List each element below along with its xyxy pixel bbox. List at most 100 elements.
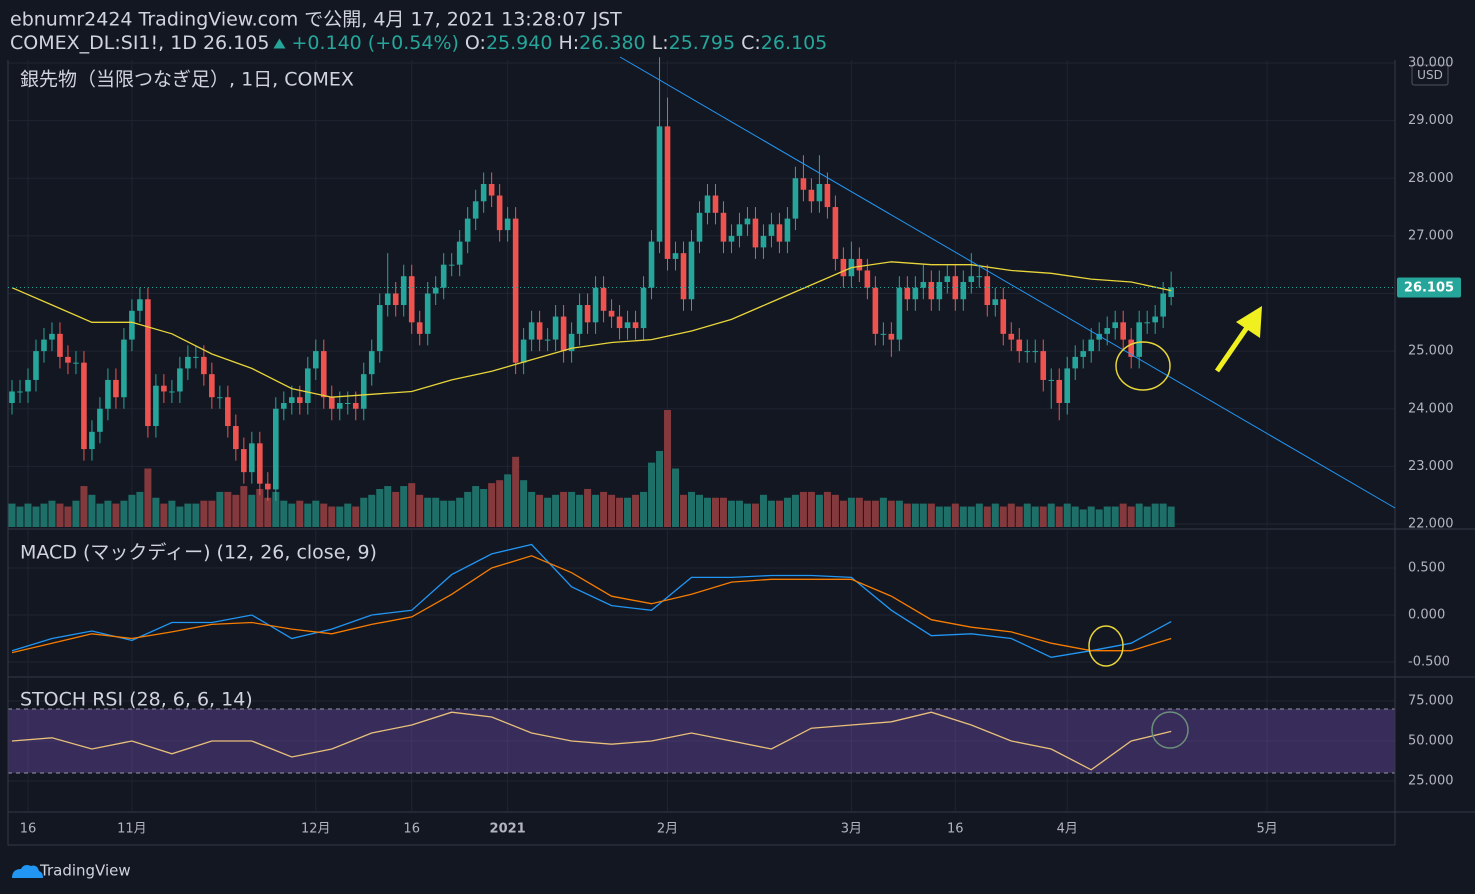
panel-title: 銀先物（当限つなぎ足）, 1日, COMEX bbox=[20, 69, 354, 91]
volume-bar bbox=[775, 500, 783, 527]
candle-body bbox=[992, 299, 999, 306]
candle-body bbox=[17, 391, 23, 393]
volume-bar bbox=[807, 491, 815, 527]
x-tick-label: 11月 bbox=[117, 822, 147, 837]
volume-bar bbox=[200, 500, 208, 527]
candle-body bbox=[464, 218, 471, 242]
volume-bar bbox=[176, 506, 184, 527]
candle-body bbox=[1104, 328, 1111, 334]
panel-title: MACD (マックディー) (12, 26, close, 9) bbox=[20, 542, 377, 564]
volume-bar bbox=[640, 491, 648, 527]
volume-bar bbox=[432, 497, 440, 527]
x-tick-label: 16 bbox=[20, 822, 37, 837]
volume-bar bbox=[8, 503, 16, 527]
candle-body bbox=[153, 385, 159, 427]
line bbox=[11, 555, 1172, 654]
candle-body bbox=[105, 379, 111, 409]
candle-body bbox=[744, 218, 751, 225]
ohlc-key: L: bbox=[652, 32, 669, 54]
volume-bar bbox=[600, 491, 608, 527]
y-tick-label: -0.500 bbox=[1408, 655, 1450, 670]
candle-body bbox=[936, 281, 943, 300]
brand: TradingView bbox=[39, 862, 131, 880]
volume-bar bbox=[1079, 509, 1087, 527]
candle-body bbox=[696, 212, 703, 242]
candle-body bbox=[768, 224, 775, 236]
volume-bar bbox=[1111, 506, 1119, 527]
volume-bar bbox=[288, 503, 296, 527]
volume-bar bbox=[1127, 506, 1135, 527]
candle-body bbox=[113, 379, 119, 398]
candle-body bbox=[792, 178, 799, 219]
candle-body bbox=[1072, 356, 1079, 369]
candle-body bbox=[640, 287, 647, 329]
candle-body bbox=[496, 195, 503, 231]
ohlc-value: 25.795 bbox=[669, 32, 735, 54]
candle-body bbox=[89, 431, 95, 450]
y-tick-label: 29.000 bbox=[1408, 113, 1454, 128]
y-tick-label: 28.000 bbox=[1408, 171, 1454, 186]
volume-bar bbox=[352, 506, 360, 527]
volume-bar bbox=[528, 491, 536, 527]
volume-bar bbox=[680, 494, 688, 527]
candle-body bbox=[968, 276, 975, 282]
candle-body bbox=[408, 276, 415, 323]
candle-body bbox=[169, 391, 175, 393]
candle-body bbox=[1168, 287, 1174, 297]
volume-bar bbox=[336, 506, 344, 527]
candle-body bbox=[1152, 316, 1158, 323]
volume-bar bbox=[751, 503, 759, 527]
candle-body bbox=[976, 276, 983, 278]
candle-body bbox=[1120, 322, 1126, 340]
candle-body bbox=[472, 201, 479, 219]
volume-bar bbox=[88, 494, 96, 527]
candle-body bbox=[688, 241, 695, 300]
volume-bar bbox=[384, 486, 392, 527]
candle-body bbox=[1088, 339, 1095, 352]
last-price: 26.105 bbox=[203, 32, 269, 54]
y-tick-label: 22.000 bbox=[1408, 517, 1454, 532]
volume-bar bbox=[735, 500, 743, 527]
candle-body bbox=[544, 339, 551, 341]
volume-bar bbox=[943, 506, 951, 527]
volume-bar bbox=[879, 497, 887, 527]
header-title: ebnumr2424 TradingView.com で公開, 4月 17, 2… bbox=[10, 9, 622, 31]
volume-bar bbox=[112, 503, 120, 527]
volume-bar bbox=[40, 503, 48, 527]
candle-body bbox=[648, 241, 655, 288]
volume-bar bbox=[368, 494, 376, 527]
ohlc-value: 26.105 bbox=[761, 32, 827, 54]
candle-body bbox=[281, 402, 287, 409]
candle-body bbox=[81, 362, 87, 450]
candle-body bbox=[368, 351, 375, 375]
candle-body bbox=[1008, 333, 1015, 340]
marks bbox=[8, 57, 1395, 771]
last-price-box bbox=[1397, 277, 1461, 298]
candle-body bbox=[448, 264, 455, 266]
candle-body bbox=[265, 483, 271, 490]
arrow bbox=[1214, 324, 1251, 373]
volume-bar bbox=[911, 503, 919, 527]
volume-bar bbox=[1071, 506, 1079, 527]
volume-bar bbox=[711, 497, 719, 527]
trend-line bbox=[619, 56, 1396, 509]
volume-bar bbox=[24, 503, 32, 527]
volume-bar bbox=[392, 491, 400, 527]
volume-bar bbox=[1135, 503, 1143, 527]
candle-body bbox=[1112, 322, 1119, 329]
change: +0.140 (+0.54%) bbox=[291, 32, 458, 54]
volume-bar bbox=[96, 503, 104, 527]
candle-body bbox=[832, 207, 839, 259]
candle-body bbox=[784, 218, 791, 242]
candle-body bbox=[840, 258, 847, 277]
highlight-circle bbox=[1115, 341, 1171, 391]
brand-logo bbox=[12, 865, 43, 878]
candle-body bbox=[376, 305, 383, 352]
candle-body bbox=[121, 339, 127, 398]
volume-bar bbox=[791, 494, 799, 527]
candle-body bbox=[728, 235, 735, 242]
volume-bar bbox=[464, 491, 472, 527]
currency-box bbox=[1411, 64, 1449, 86]
candle-body bbox=[33, 351, 39, 380]
